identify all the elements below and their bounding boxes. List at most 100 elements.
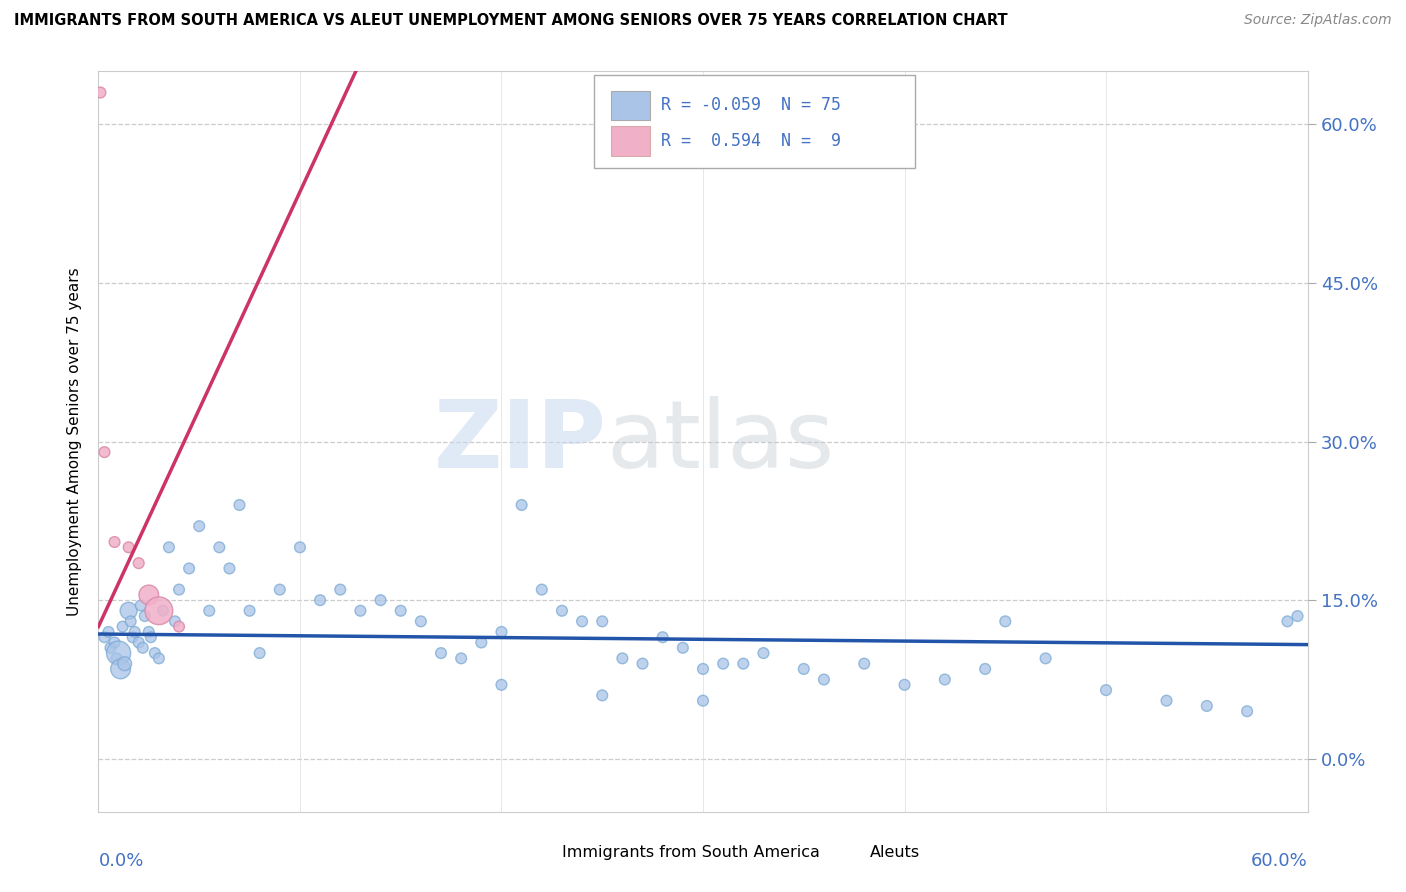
Point	[239, 604, 262, 618]
Point	[138, 588, 160, 602]
Point	[591, 689, 613, 703]
Point	[167, 582, 190, 597]
Text: R =  0.594  N =  9: R = 0.594 N = 9	[661, 132, 841, 150]
Point	[138, 624, 160, 639]
Point	[179, 561, 201, 575]
Point	[114, 657, 136, 671]
Point	[1156, 694, 1178, 708]
Point	[1035, 651, 1057, 665]
Point	[1277, 615, 1299, 629]
Text: Immigrants from South America: Immigrants from South America	[561, 845, 820, 860]
Point	[612, 651, 634, 665]
Text: Aleuts: Aleuts	[870, 845, 920, 860]
Point	[249, 646, 271, 660]
Point	[103, 535, 125, 549]
Point	[128, 556, 150, 570]
Point	[309, 593, 332, 607]
Point	[97, 624, 120, 639]
Text: IMMIGRANTS FROM SOUTH AMERICA VS ALEUT UNEMPLOYMENT AMONG SENIORS OVER 75 YEARS : IMMIGRANTS FROM SOUTH AMERICA VS ALEUT U…	[14, 13, 1008, 29]
Point	[118, 604, 141, 618]
Point	[974, 662, 997, 676]
Point	[470, 635, 492, 649]
FancyBboxPatch shape	[835, 845, 863, 862]
FancyBboxPatch shape	[612, 91, 650, 120]
Point	[389, 604, 412, 618]
Point	[93, 445, 115, 459]
Point	[134, 609, 156, 624]
Y-axis label: Unemployment Among Seniors over 75 years: Unemployment Among Seniors over 75 years	[67, 268, 83, 615]
Point	[228, 498, 250, 512]
Point	[103, 635, 125, 649]
Point	[571, 615, 593, 629]
Point	[651, 630, 673, 644]
Point	[692, 662, 714, 676]
Point	[994, 615, 1017, 629]
Point	[551, 604, 574, 618]
Point	[120, 615, 142, 629]
Point	[591, 615, 613, 629]
Point	[349, 604, 371, 618]
Point	[152, 604, 174, 618]
Text: 60.0%: 60.0%	[1251, 853, 1308, 871]
Point	[1095, 683, 1118, 698]
Point	[893, 678, 915, 692]
Point	[148, 604, 170, 618]
Point	[510, 498, 533, 512]
Point	[167, 619, 190, 633]
FancyBboxPatch shape	[595, 75, 915, 168]
Point	[139, 630, 162, 644]
Text: ZIP: ZIP	[433, 395, 606, 488]
Point	[288, 541, 311, 555]
Text: Source: ZipAtlas.com: Source: ZipAtlas.com	[1244, 13, 1392, 28]
Point	[711, 657, 734, 671]
Point	[143, 646, 166, 660]
Point	[370, 593, 392, 607]
Point	[329, 582, 352, 597]
Point	[111, 619, 134, 633]
Point	[163, 615, 186, 629]
Point	[89, 86, 111, 100]
FancyBboxPatch shape	[526, 845, 555, 862]
Point	[118, 541, 141, 555]
Point	[157, 541, 180, 555]
Point	[148, 651, 170, 665]
Point	[491, 624, 513, 639]
Point	[733, 657, 755, 671]
Point	[752, 646, 775, 660]
Point	[124, 624, 146, 639]
Point	[129, 599, 152, 613]
Point	[188, 519, 211, 533]
Point	[692, 694, 714, 708]
Point	[105, 651, 128, 665]
Point	[121, 630, 143, 644]
Point	[530, 582, 553, 597]
Point	[450, 651, 472, 665]
Text: R = -0.059  N = 75: R = -0.059 N = 75	[661, 96, 841, 114]
Point	[198, 604, 221, 618]
Point	[853, 657, 876, 671]
Point	[793, 662, 815, 676]
Point	[110, 662, 132, 676]
FancyBboxPatch shape	[612, 126, 650, 156]
Text: 0.0%: 0.0%	[98, 853, 143, 871]
Point	[1286, 609, 1309, 624]
Point	[813, 673, 835, 687]
Point	[1195, 698, 1218, 713]
Point	[269, 582, 291, 597]
Point	[208, 541, 231, 555]
Point	[360, 32, 382, 46]
Point	[430, 646, 453, 660]
Point	[128, 635, 150, 649]
Point	[1236, 704, 1258, 718]
Point	[934, 673, 956, 687]
Point	[132, 640, 155, 655]
Point	[631, 657, 654, 671]
Point	[672, 640, 695, 655]
Text: atlas: atlas	[606, 395, 835, 488]
Point	[107, 646, 129, 660]
Point	[100, 640, 122, 655]
Point	[409, 615, 432, 629]
Point	[491, 678, 513, 692]
Point	[218, 561, 240, 575]
Point	[93, 630, 115, 644]
